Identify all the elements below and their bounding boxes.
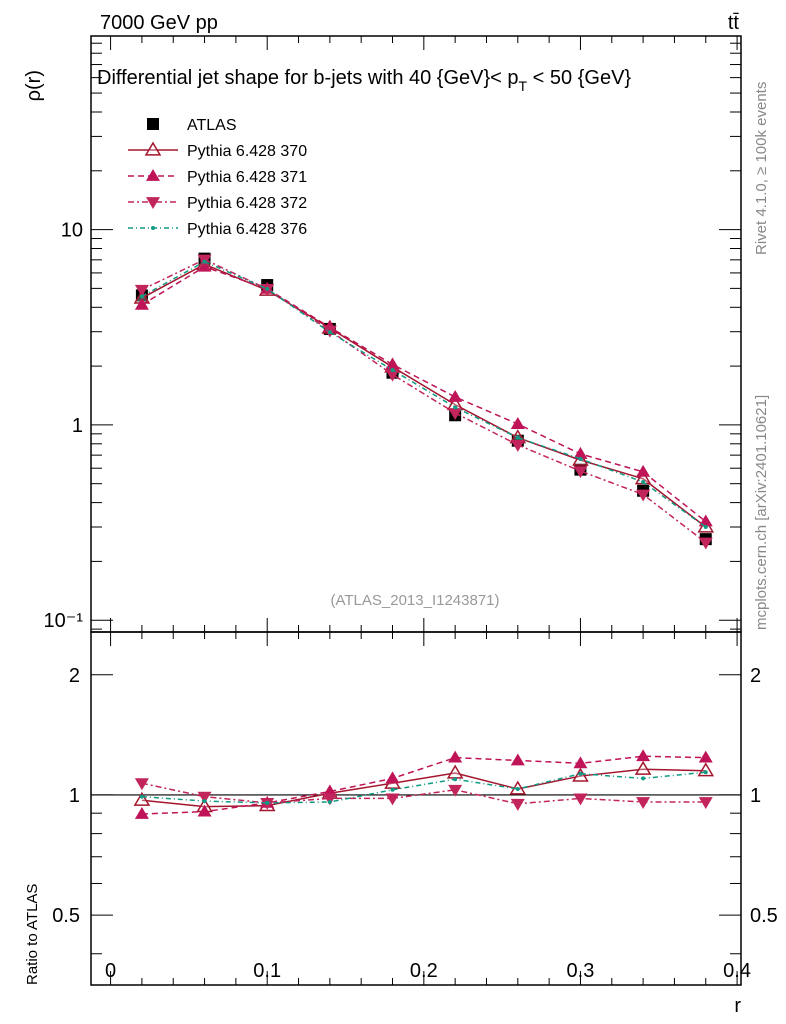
ratio-point-3 bbox=[578, 771, 583, 776]
ratio-tick-label: 1 bbox=[69, 785, 80, 807]
ratio-point-3 bbox=[703, 770, 708, 775]
ratio-tick-label-right: 1 bbox=[750, 785, 761, 807]
series-point-2 bbox=[510, 439, 525, 452]
x-tick-label: 0.1 bbox=[253, 960, 281, 982]
legend: ATLAS Pythia 6.428 370 Pythia 6.428 371 Pyt… bbox=[128, 117, 307, 238]
ratio-point-1 bbox=[573, 756, 588, 769]
series-point-3 bbox=[703, 525, 708, 530]
legend-label: Pythia 6.428 372 bbox=[187, 195, 307, 212]
x-tick-label: 0.4 bbox=[723, 960, 751, 982]
ratio-tick-label-right: 2 bbox=[750, 665, 761, 687]
series-point-3 bbox=[578, 456, 583, 461]
legend-atlas-marker bbox=[147, 118, 159, 130]
series-point-1 bbox=[698, 514, 713, 527]
legend-marker bbox=[146, 197, 160, 209]
x-tick-label: 0.3 bbox=[567, 960, 595, 982]
ratio-tick-label-right: 0.5 bbox=[750, 905, 778, 927]
series-point-3 bbox=[453, 405, 458, 410]
y-tick-label: 1 bbox=[72, 415, 83, 437]
ratio-point-0 bbox=[133, 791, 151, 806]
series-point-2 bbox=[636, 489, 651, 502]
ratio-point-2 bbox=[510, 798, 525, 811]
ratio-point-3 bbox=[390, 787, 395, 792]
series-point-1 bbox=[134, 297, 149, 310]
ratio-point-2 bbox=[636, 797, 651, 810]
ratio-line-1 bbox=[141, 755, 706, 815]
ratio-point-0 bbox=[634, 760, 652, 775]
ratio-point-0 bbox=[446, 764, 464, 779]
legend-marker bbox=[146, 169, 160, 181]
ratio-point-3 bbox=[327, 800, 332, 805]
ratio-point-3 bbox=[641, 776, 646, 781]
series-point-2 bbox=[573, 466, 588, 479]
ratio-point-3 bbox=[202, 799, 207, 804]
ratio-panel-frame bbox=[90, 631, 742, 986]
series-point-2 bbox=[698, 537, 713, 550]
ratio-point-2 bbox=[322, 793, 337, 806]
x-axis-label: r bbox=[734, 995, 741, 1017]
ratio-point-1 bbox=[698, 750, 713, 763]
legend-label: ATLAS bbox=[187, 117, 237, 134]
ratio-tick-label: 0.5 bbox=[52, 905, 80, 927]
ratio-point-2 bbox=[197, 791, 212, 804]
ratio-point-3 bbox=[139, 794, 144, 799]
ratio-point-1 bbox=[197, 804, 212, 817]
legend-label: Pythia 6.428 371 bbox=[187, 169, 307, 186]
ratio-point-2 bbox=[573, 793, 588, 806]
series-point-3 bbox=[202, 259, 207, 264]
mcplots-label: mcplots.cern.ch [arXiv:2401.10621] bbox=[753, 395, 770, 630]
ratio-point-2 bbox=[385, 793, 400, 806]
series-point-1 bbox=[448, 389, 463, 402]
x-tick-label: 0 bbox=[105, 960, 116, 982]
series-point-3 bbox=[515, 435, 520, 440]
ratio-point-1 bbox=[322, 784, 337, 797]
process-label: tt̄ bbox=[728, 12, 740, 34]
series-line-1 bbox=[141, 265, 707, 523]
series-point-3 bbox=[641, 479, 646, 484]
legend-label: Pythia 6.428 376 bbox=[187, 221, 307, 238]
series-point-1 bbox=[510, 417, 525, 429]
series-line-2 bbox=[141, 258, 707, 544]
series-point-1 bbox=[385, 357, 400, 370]
y-axis-label: ρ(r) bbox=[23, 70, 45, 101]
series-line-0 bbox=[141, 263, 707, 528]
chart-title: Differential jet shape for b-jets with 4… bbox=[97, 67, 631, 94]
series-point-2 bbox=[385, 369, 400, 382]
analysis-label: (ATLAS_2013_I1243871) bbox=[330, 592, 499, 609]
ratio-point-1 bbox=[636, 749, 651, 762]
y-tick-label: 10 bbox=[61, 220, 83, 242]
ratio-line-0 bbox=[141, 768, 706, 808]
x-tick-label: 0.2 bbox=[410, 960, 438, 982]
y-tick-label: 10⁻¹ bbox=[44, 610, 84, 632]
series-point-2 bbox=[448, 408, 463, 421]
ratio-point-1 bbox=[510, 753, 525, 766]
ratio-point-1 bbox=[385, 771, 400, 784]
ratio-point-1 bbox=[448, 750, 463, 763]
ratio-point-3 bbox=[515, 786, 520, 791]
ratio-tick-label: 2 bbox=[69, 665, 80, 687]
ratio-point-2 bbox=[698, 797, 713, 810]
series-line-3 bbox=[141, 260, 707, 528]
series-point-1 bbox=[636, 464, 651, 477]
energy-label: 7000 GeV pp bbox=[100, 12, 218, 34]
ratio-point-3 bbox=[265, 800, 270, 805]
ratio-point-1 bbox=[134, 806, 149, 819]
series-point-2 bbox=[134, 284, 149, 297]
series-point-3 bbox=[390, 368, 395, 373]
ratio-point-3 bbox=[453, 777, 458, 782]
series-point-3 bbox=[265, 286, 270, 291]
legend-marker bbox=[144, 141, 162, 156]
ratio-y-axis-label: Ratio to ATLAS bbox=[24, 884, 41, 985]
ratio-line-2 bbox=[141, 782, 706, 805]
series-point-3 bbox=[327, 330, 332, 335]
series-point-3 bbox=[139, 294, 144, 299]
legend-marker bbox=[151, 226, 155, 230]
ratio-point-2 bbox=[134, 778, 149, 791]
series-point-1 bbox=[573, 446, 588, 459]
legend-label: Pythia 6.428 370 bbox=[187, 143, 307, 160]
rivet-label: Rivet 4.1.0, ≥ 100k events bbox=[753, 82, 770, 255]
ratio-point-2 bbox=[448, 784, 463, 797]
